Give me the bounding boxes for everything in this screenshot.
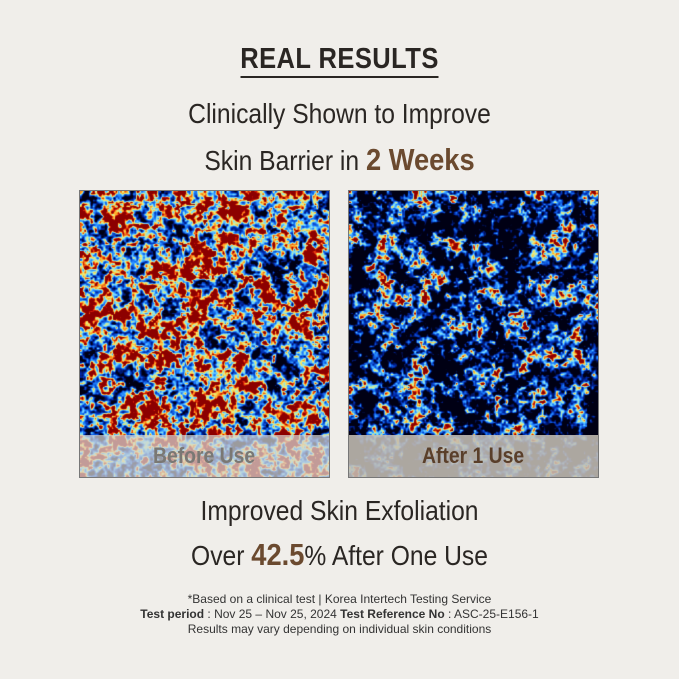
headline-highlight: 2 Weeks: [365, 142, 475, 177]
after-label: After 1 Use: [349, 435, 598, 477]
headline-line2: Skin Barrier in 2 Weeks: [204, 142, 475, 177]
before-label: Before Use: [80, 435, 329, 477]
footnote-test-info: Test period : Nov 25 – Nov 25, 2024 Test…: [140, 607, 539, 621]
result-line1: Improved Skin Exfoliation: [200, 495, 479, 526]
before-heatmap: [80, 191, 329, 477]
result-highlight: 42.5: [251, 537, 305, 572]
footnote-source: *Based on a clinical test | Korea Intert…: [187, 592, 492, 606]
after-image: After 1 Use: [348, 190, 599, 478]
before-image: Before Use: [79, 190, 330, 478]
footnote-disclaimer: Results may vary depending on individual…: [187, 622, 492, 636]
after-heatmap: [349, 191, 598, 477]
result-line2: Over 42.5% After One Use: [191, 537, 488, 572]
headline-line1: Clinically Shown to Improve: [188, 98, 491, 129]
page-title: REAL RESULTS: [41, 43, 639, 78]
